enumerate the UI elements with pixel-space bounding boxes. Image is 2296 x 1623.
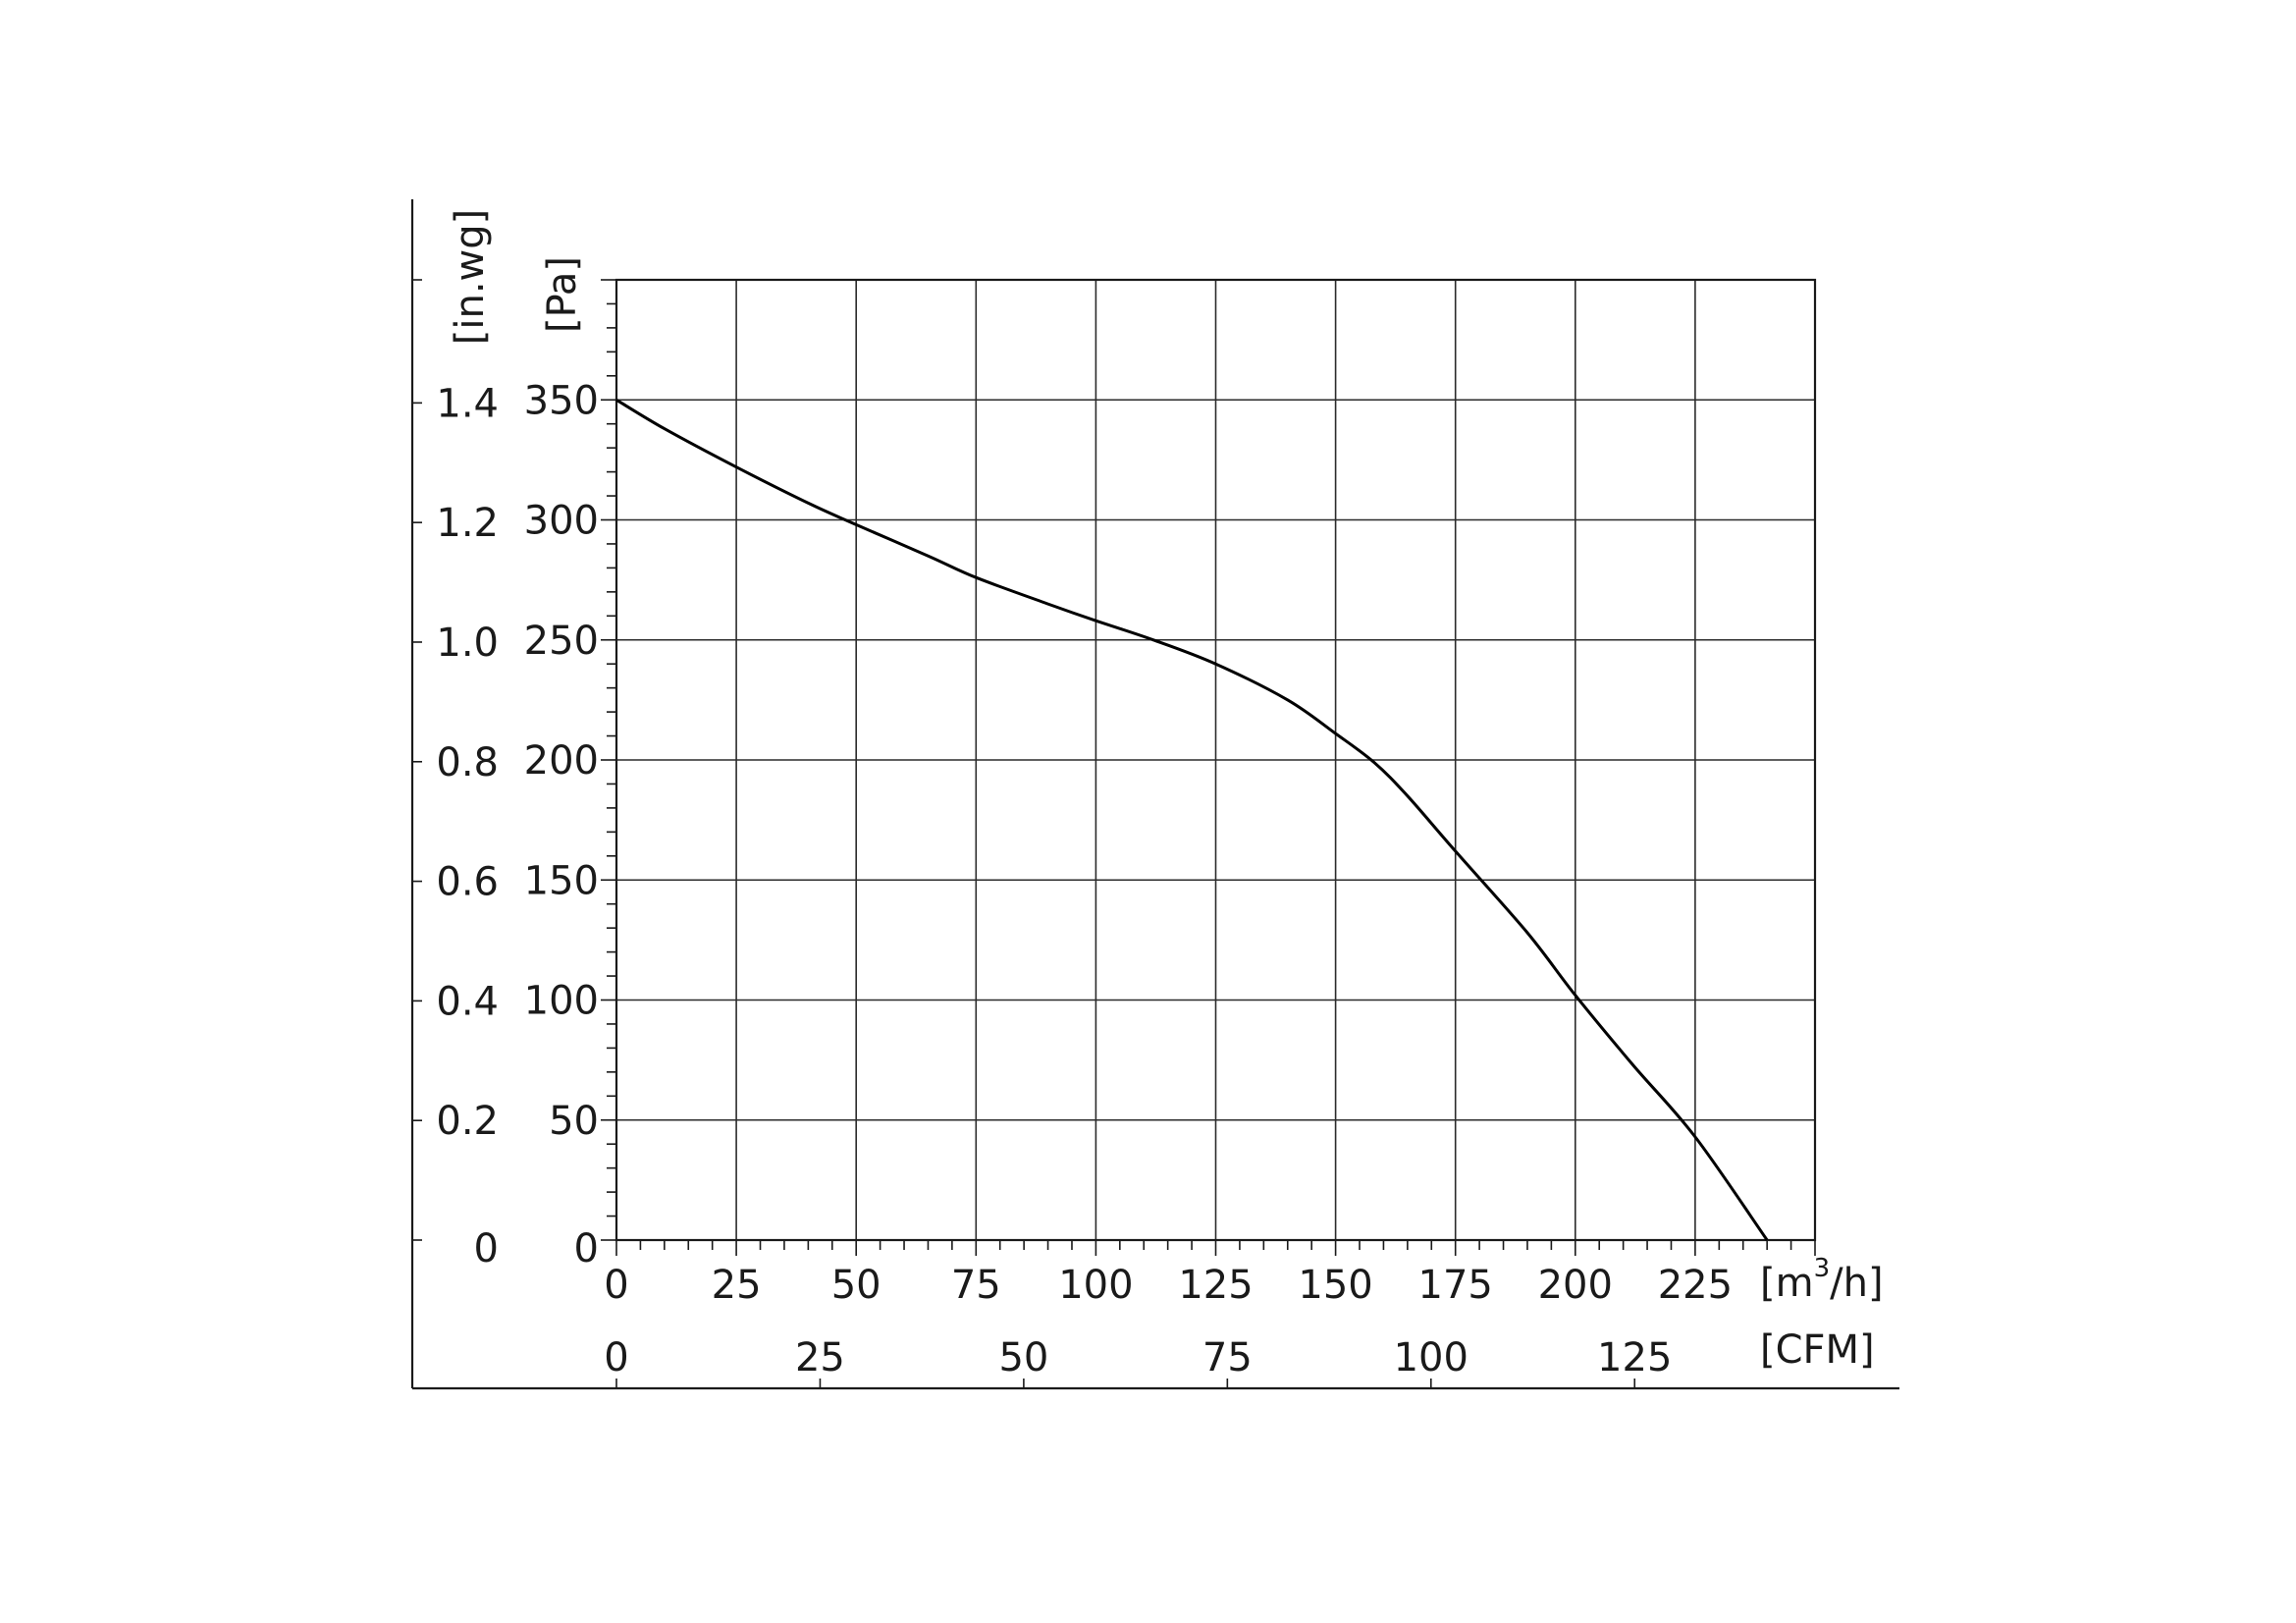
x-primary-tick-label: 25 <box>712 1263 762 1308</box>
y-primary-tick-label: 50 <box>549 1099 599 1144</box>
x-secondary-tick-label: 25 <box>795 1335 845 1380</box>
y-primary-tick-label: 350 <box>524 378 599 423</box>
x-primary-tick-label: 200 <box>1538 1263 1613 1308</box>
y-secondary-tick-label: 0.8 <box>436 740 499 785</box>
x-secondary-tick-label: 100 <box>1394 1335 1468 1380</box>
unit-labels: [in.wg] [Pa] [m3/h] [CFM] <box>448 209 1884 1373</box>
x-primary-tick-label: 0 <box>604 1263 628 1308</box>
x-primary-tick-label: 125 <box>1178 1263 1253 1308</box>
y-secondary-unit-label: [in.wg] <box>448 209 493 346</box>
tick-labels: 05010015020025030035000.20.40.60.81.01.2… <box>436 378 1733 1380</box>
x-primary-tick-label: 225 <box>1658 1263 1733 1308</box>
y-secondary-tick-label: 1.0 <box>436 621 499 666</box>
y-primary-tick-label: 100 <box>524 979 599 1024</box>
axes <box>410 199 1899 1390</box>
x-secondary-tick-label: 125 <box>1597 1335 1672 1380</box>
y-secondary-tick-label: 1.2 <box>436 501 499 546</box>
x-secondary-tick-label: 50 <box>998 1335 1048 1380</box>
y-secondary-tick-label: 0.6 <box>436 860 499 905</box>
x-primary-tick-label: 175 <box>1418 1263 1493 1308</box>
x-primary-unit-label: [m3/h] <box>1760 1254 1884 1306</box>
x-secondary-tick-label: 0 <box>604 1335 628 1380</box>
y-primary-tick-label: 0 <box>574 1226 599 1271</box>
x-primary-tick-label: 50 <box>831 1263 881 1308</box>
y-secondary-tick-label: 0.2 <box>436 1099 499 1144</box>
x-primary-tick-label: 100 <box>1058 1263 1133 1308</box>
x-secondary-unit-label: [CFM] <box>1760 1327 1875 1373</box>
y-primary-tick-label: 150 <box>524 858 599 903</box>
y-primary-tick-label: 200 <box>524 738 599 784</box>
fan-curve-line <box>615 399 1769 1241</box>
x-primary-tick-label: 150 <box>1298 1263 1372 1308</box>
grid <box>615 280 1815 1241</box>
y-secondary-tick-label: 0.4 <box>436 979 499 1024</box>
minor-ticks <box>412 279 1816 1388</box>
x-secondary-tick-label: 75 <box>1202 1335 1253 1380</box>
x-primary-tick-label: 75 <box>951 1263 1001 1308</box>
curve-layer <box>615 399 1769 1241</box>
y-primary-tick-label: 250 <box>524 619 599 664</box>
plot-frame <box>614 278 1817 1242</box>
y-secondary-tick-label: 0 <box>474 1226 499 1271</box>
y-primary-unit-label: [Pa] <box>540 256 585 333</box>
y-primary-tick-label: 300 <box>524 499 599 544</box>
y-secondary-tick-label: 1.4 <box>436 381 499 426</box>
